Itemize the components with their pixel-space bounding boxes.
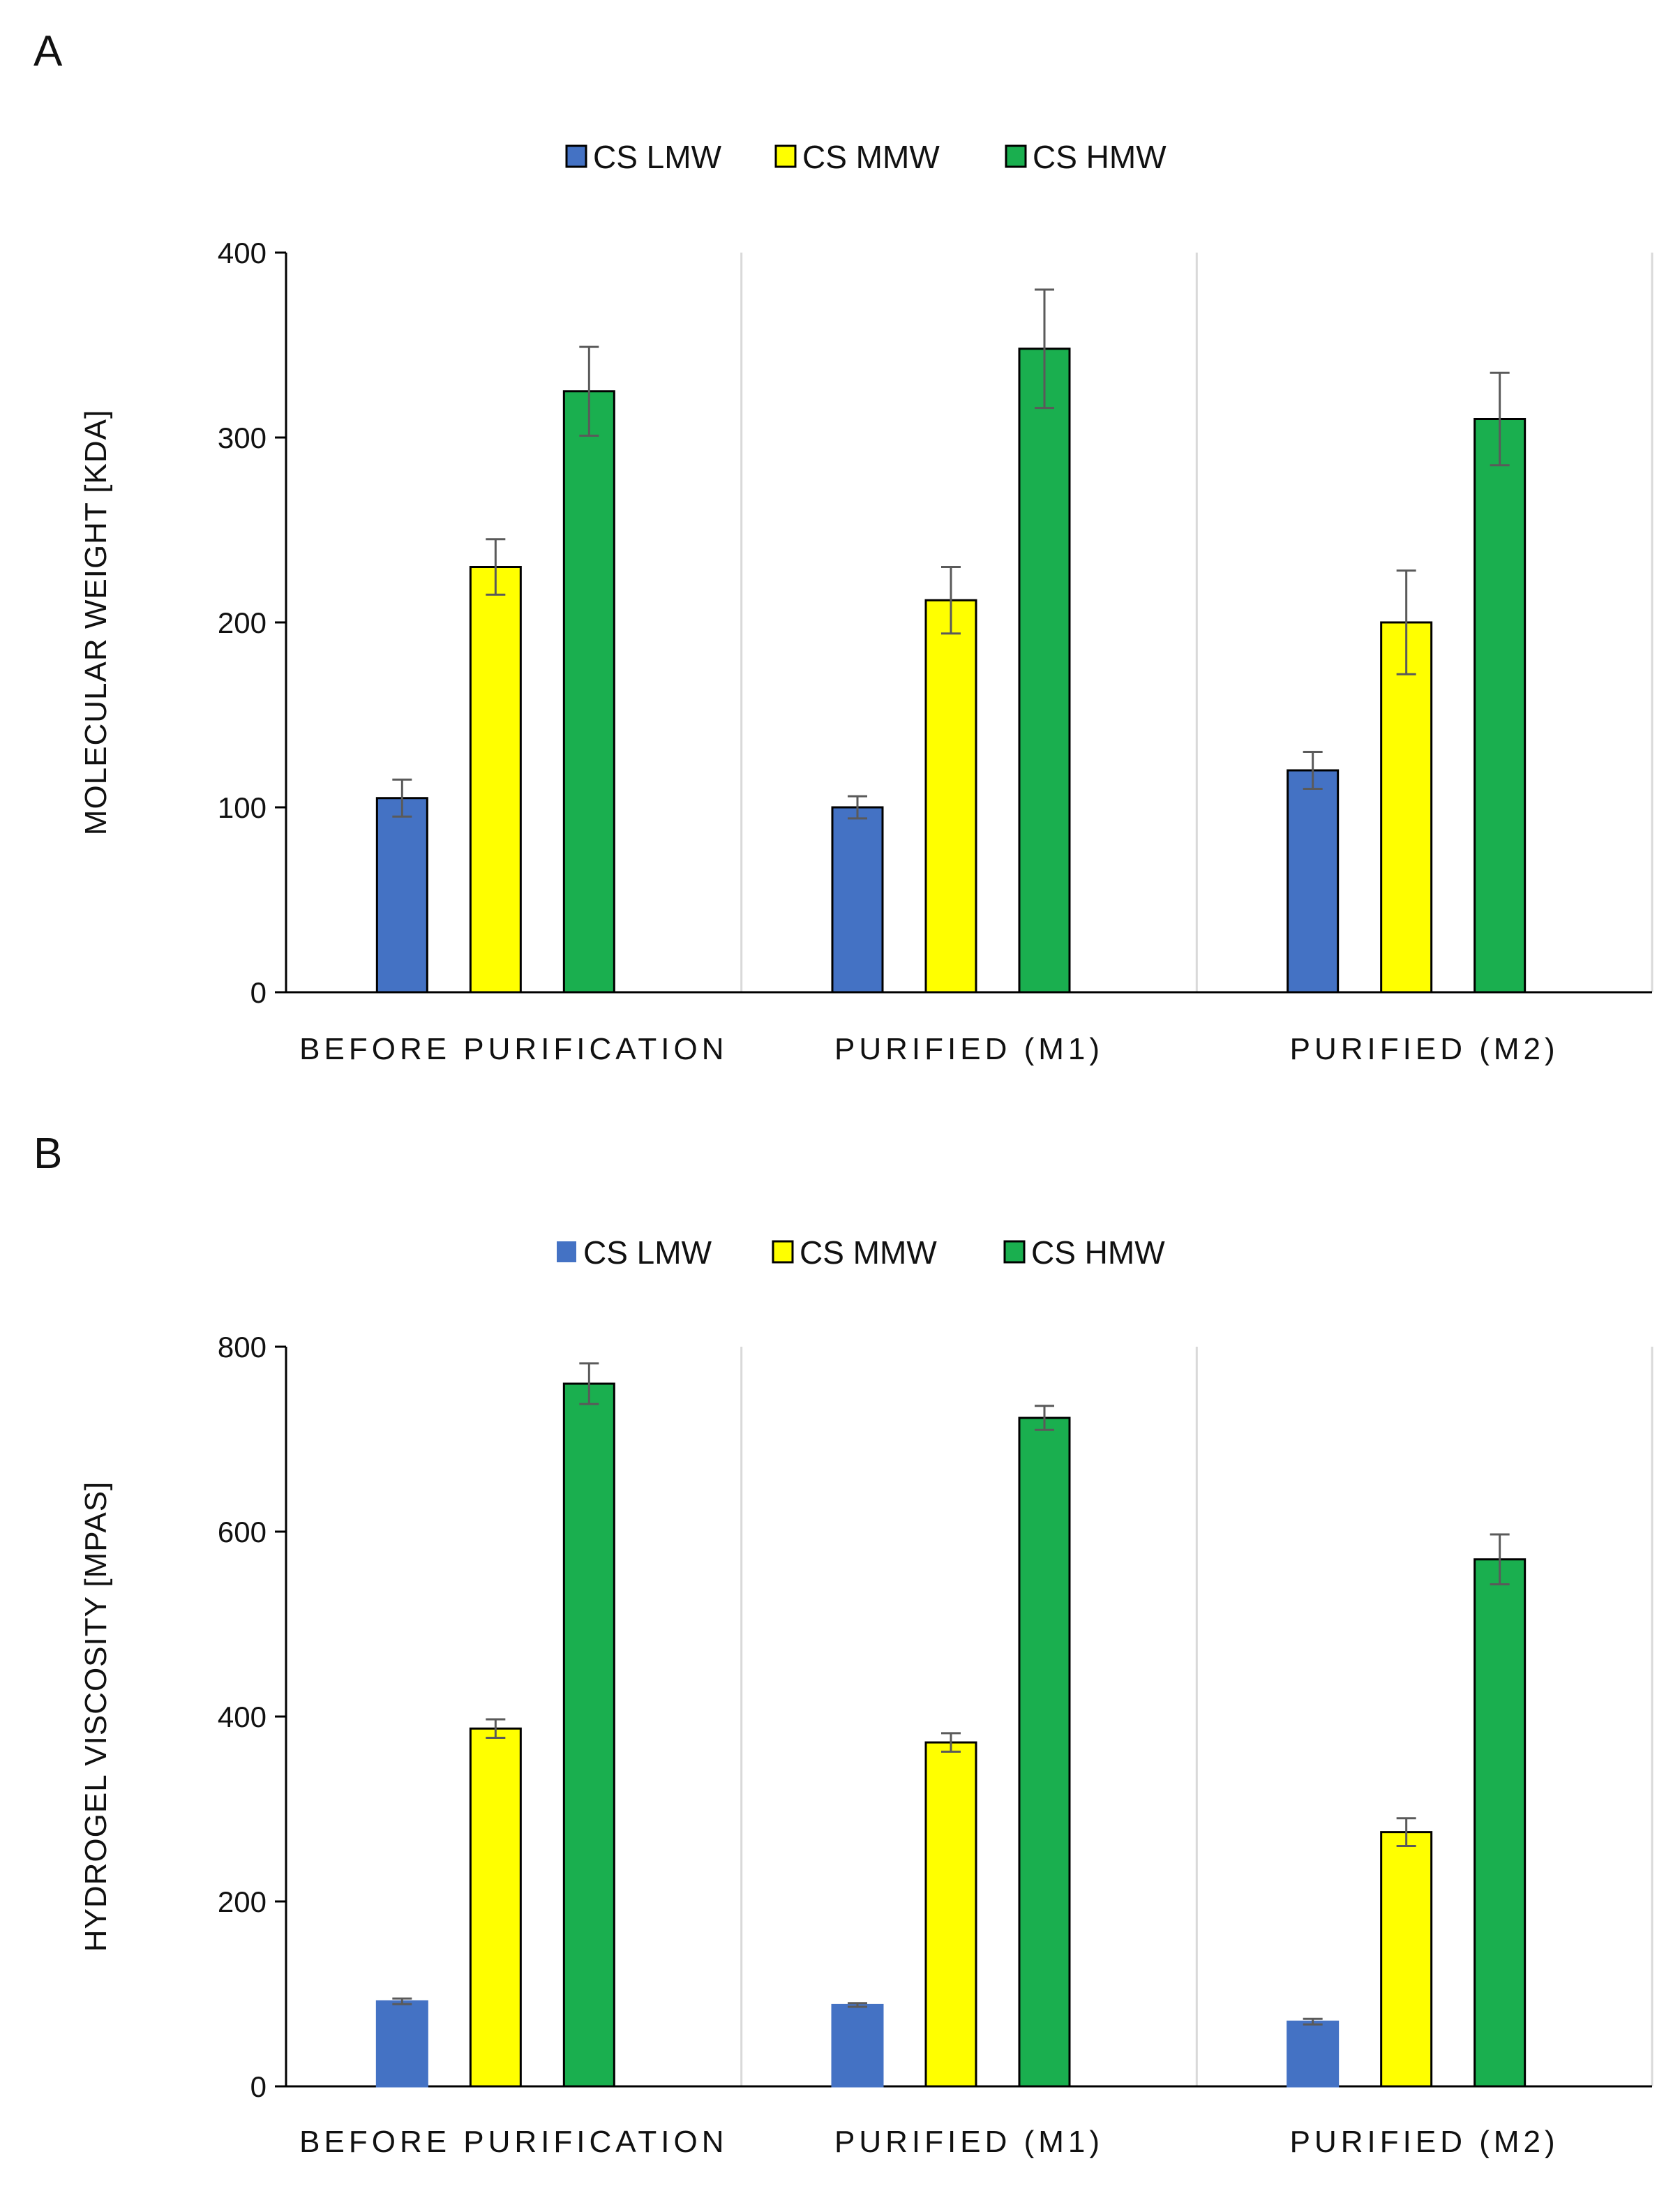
x-category-label: BEFORE PURIFICATION: [299, 2125, 728, 2159]
molecular-weight-chart: CS LMW CS MMW CS HMW 0 100 200 300 400 MOLECULAR…: [79, 139, 1653, 1066]
legend-swatch-cs-lmw: [565, 144, 587, 168]
legend-swatch-cs-mmw: [772, 1240, 794, 1264]
y-tick-label: 100: [218, 791, 267, 824]
bar-cs-lmw: [1287, 2020, 1340, 2088]
panel-label: A: [33, 27, 63, 75]
y-tick-label: 200: [218, 1885, 267, 1918]
y-tick-label: 400: [218, 237, 267, 269]
bar-cs-mmw: [469, 1727, 522, 2088]
bar-cs-lmw: [831, 806, 884, 994]
y-tick-label: 0: [250, 2070, 267, 2103]
legend-label: CS MMW: [800, 1234, 937, 1271]
bar-cs-mmw: [1380, 621, 1433, 994]
legend-label: CS LMW: [583, 1234, 712, 1271]
y-axis-title: MOLECULAR WEIGHT [KDA]: [79, 410, 113, 835]
bar-cs-mmw: [1380, 1831, 1433, 2088]
bar-cs-lmw: [375, 797, 428, 994]
bar-cs-lmw: [375, 2000, 428, 2088]
bar-cs-mmw: [924, 599, 977, 994]
x-category-label: PURIFIED (M1): [834, 2125, 1104, 2159]
bar-cs-hmw: [1018, 1416, 1071, 2088]
hydrogel-viscosity-chart: CS LMW CS MMW CS HMW 0 200 400 600 800 HYDROGEL …: [79, 1234, 1653, 2159]
legend-label: CS HMW: [1031, 1234, 1165, 1271]
x-category-label: PURIFIED (M2): [1290, 1032, 1559, 1066]
panel-label: B: [33, 1130, 63, 1178]
x-category-label: BEFORE PURIFICATION: [299, 1032, 728, 1066]
legend-swatch-cs-hmw: [1005, 144, 1027, 168]
bar-cs-hmw: [1473, 418, 1527, 994]
bar-cs-hmw: [562, 390, 615, 994]
bar-cs-mmw: [469, 566, 522, 994]
y-tick-label: 600: [218, 1516, 267, 1548]
legend-swatch-cs-hmw: [1003, 1240, 1026, 1264]
bar-cs-mmw: [924, 1741, 977, 2088]
x-category-label: PURIFIED (M2): [1290, 2125, 1559, 2159]
panel-a: A CS LMW CS MMW CS HMW 0 100 200 300 400 MOLECUL…: [33, 27, 1653, 1066]
legend-swatch-cs-mmw: [774, 144, 797, 168]
y-tick-label: 300: [218, 421, 267, 454]
y-tick-label: 400: [218, 1700, 267, 1733]
legend-label: CS MMW: [802, 139, 940, 175]
panel-b: B CS LMW CS MMW CS HMW 0 200 400 600 800 HYDROGE…: [0, 1102, 1680, 2198]
bar-cs-lmw: [831, 2003, 884, 2088]
bar-cs-lmw: [1287, 769, 1340, 994]
y-tick-label: 200: [218, 606, 267, 639]
legend: CS LMW CS MMW CS HMW: [565, 139, 1167, 175]
legend-label: CS HMW: [1033, 139, 1167, 175]
bar-cs-hmw: [1018, 347, 1071, 994]
bar-cs-hmw: [1473, 1558, 1527, 2088]
x-category-label: PURIFIED (M1): [834, 1032, 1104, 1066]
legend-swatch-cs-lmw: [557, 1241, 576, 1262]
y-axis-title: HYDROGEL VISCOSITY [MPAS]: [79, 1481, 113, 1952]
legend-label: CS LMW: [593, 139, 722, 175]
y-tick-label: 0: [250, 976, 267, 1009]
y-tick-label: 800: [218, 1331, 267, 1363]
legend: CS LMW CS MMW CS HMW: [557, 1234, 1165, 1271]
bar-cs-hmw: [562, 1382, 615, 2088]
